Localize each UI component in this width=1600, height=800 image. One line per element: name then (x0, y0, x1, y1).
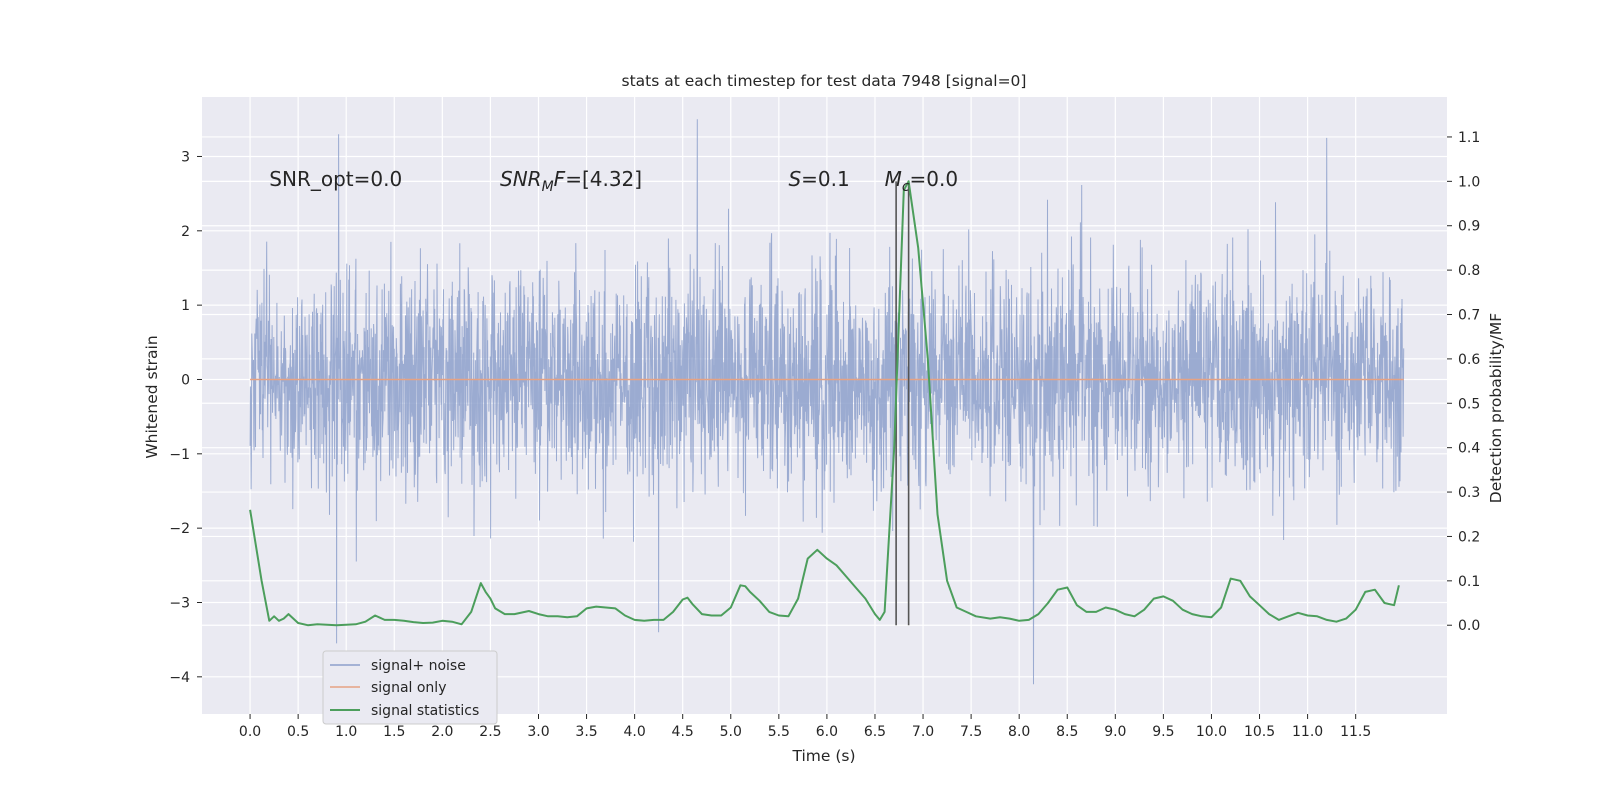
y-right-axis-ticks: 1.1 1.0 0.9 0.8 0.7 0.6 0.5 0.4 0.3 0.2 0.1 0.0 (1447, 130, 1480, 634)
line-signal-statistics (249, 180, 1400, 627)
annotation-3-part-1: c (902, 179, 910, 195)
annotation-1-part-2: F (554, 167, 566, 191)
x-tick-label-18: 9.0 (1104, 724, 1126, 740)
y-right-tick-label-9: 0.2 (1458, 529, 1480, 545)
annotation-2-part-1: =0.1 (801, 167, 850, 191)
y-right-tick-label-1: 1.0 (1458, 174, 1480, 190)
y-right-tick-label-6: 0.5 (1458, 396, 1480, 412)
x-tick-label-4: 2.0 (431, 724, 453, 740)
y-left-tick-label-5: −2 (169, 521, 190, 537)
legend-label-signal-plus-noise: signal+ noise (371, 658, 466, 674)
annotation-3: Mc=0.0 (885, 167, 959, 195)
x-tick-label-0: 0.0 (239, 724, 261, 740)
y-right-tick-label-5: 0.6 (1458, 352, 1480, 368)
annotation-1-part-0: SNR (500, 167, 542, 191)
legend-label-signal-only: signal only (371, 680, 446, 696)
x-tick-label-11: 5.5 (768, 724, 790, 740)
x-tick-label-16: 8.0 (1008, 724, 1030, 740)
x-tick-label-17: 8.5 (1056, 724, 1078, 740)
y-right-tick-label-8: 0.3 (1458, 485, 1480, 501)
y-right-tick-label-2: 0.9 (1458, 219, 1480, 235)
x-tick-label-8: 4.0 (623, 724, 645, 740)
y-left-tick-label-2: 1 (181, 298, 190, 314)
x-tick-label-14: 7.0 (912, 724, 934, 740)
legend-frame (322, 650, 498, 725)
annotation-1-part-1: M (542, 179, 554, 195)
x-tick-label-12: 6.0 (816, 724, 838, 740)
x-tick-label-22: 11.0 (1292, 724, 1323, 740)
annotation-3-part-0: M (885, 167, 902, 191)
x-tick-label-3: 1.5 (383, 724, 405, 740)
annotation-1: SNRMF=[4.32] (500, 167, 642, 195)
x-tick-label-7: 3.5 (575, 724, 597, 740)
y-left-axis-label: Whitened strain (143, 335, 161, 458)
y-right-axis-label: Detection probability/MF (1487, 313, 1505, 504)
chart-title: stats at each timestep for test data 794… (622, 72, 1027, 90)
y-right-tick-label-4: 0.7 (1458, 308, 1480, 324)
y-left-tick-label-4: −1 (169, 447, 190, 463)
legend-label-signal-statistics: signal statistics (371, 703, 479, 719)
y-left-axis-ticks: 3 2 1 0 −1 −2 −3 −4 (169, 149, 202, 686)
annotation-2: S=0.1 (788, 167, 849, 191)
x-tick-label-15: 7.5 (960, 724, 982, 740)
y-left-tick-label-0: 3 (181, 149, 190, 165)
x-tick-label-1: 0.5 (287, 724, 309, 740)
y-right-tick-label-3: 0.8 (1458, 263, 1480, 279)
x-tick-label-9: 4.5 (672, 724, 694, 740)
x-axis-ticks: 0.0 0.5 1.0 1.5 2.0 2.5 3.0 3.5 4.0 4.5 5.0 5.5 6.0 6… (239, 714, 1371, 740)
series-signal-statistics (249, 180, 1400, 627)
x-tick-label-2: 1.0 (335, 724, 357, 740)
x-tick-label-13: 6.5 (864, 724, 886, 740)
annotation-3-part-2: =0.0 (910, 167, 959, 191)
x-tick-label-6: 3.0 (527, 724, 549, 740)
x-tick-label-5: 2.5 (479, 724, 501, 740)
y-right-tick-label-10: 0.1 (1458, 574, 1480, 590)
x-tick-label-20: 10.0 (1196, 724, 1227, 740)
x-axis-label: Time (s) (791, 747, 855, 765)
y-left-tick-label-6: −3 (169, 595, 190, 611)
x-tick-label-10: 5.0 (720, 724, 742, 740)
y-right-tick-label-11: 0.0 (1458, 618, 1480, 634)
legend: signal+ noise signal only signal statist… (322, 650, 498, 725)
y-left-tick-label-7: −4 (169, 670, 190, 686)
y-right-tick-label-0: 1.1 (1458, 130, 1480, 146)
annotation-2-part-0: S (788, 167, 801, 191)
x-tick-label-19: 9.5 (1152, 724, 1174, 740)
y-left-tick-label-3: 0 (181, 372, 190, 388)
y-right-tick-label-7: 0.4 (1458, 441, 1480, 457)
annotations: SNR_opt=0.0 SNRMF=[4.32] S=0.1 Mc=0.0 (269, 167, 958, 195)
x-tick-label-23: 11.5 (1340, 724, 1371, 740)
x-tick-label-21: 10.5 (1244, 724, 1275, 740)
y-left-tick-label-1: 2 (181, 224, 190, 240)
annotation-0: SNR_opt=0.0 (269, 167, 402, 191)
annotation-1-part-3: =[4.32] (565, 167, 642, 191)
